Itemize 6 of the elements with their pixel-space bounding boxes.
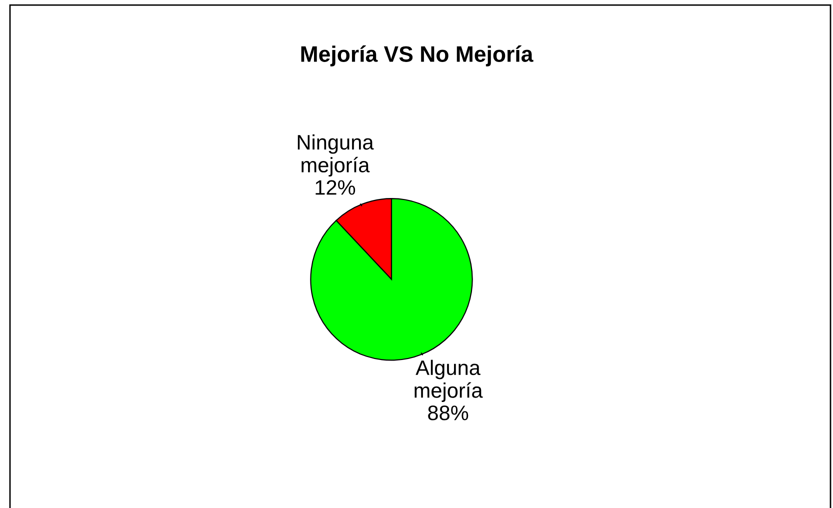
chart-title: Mejoría VS No Mejoría <box>301 45 534 66</box>
data-label: 88% <box>428 406 468 420</box>
slice-label: Alguna mejoría <box>414 360 483 402</box>
data-label: 12% <box>316 180 356 195</box>
pie-slice <box>310 198 473 361</box>
slice-label: Ninguna mejoría <box>298 134 374 177</box>
